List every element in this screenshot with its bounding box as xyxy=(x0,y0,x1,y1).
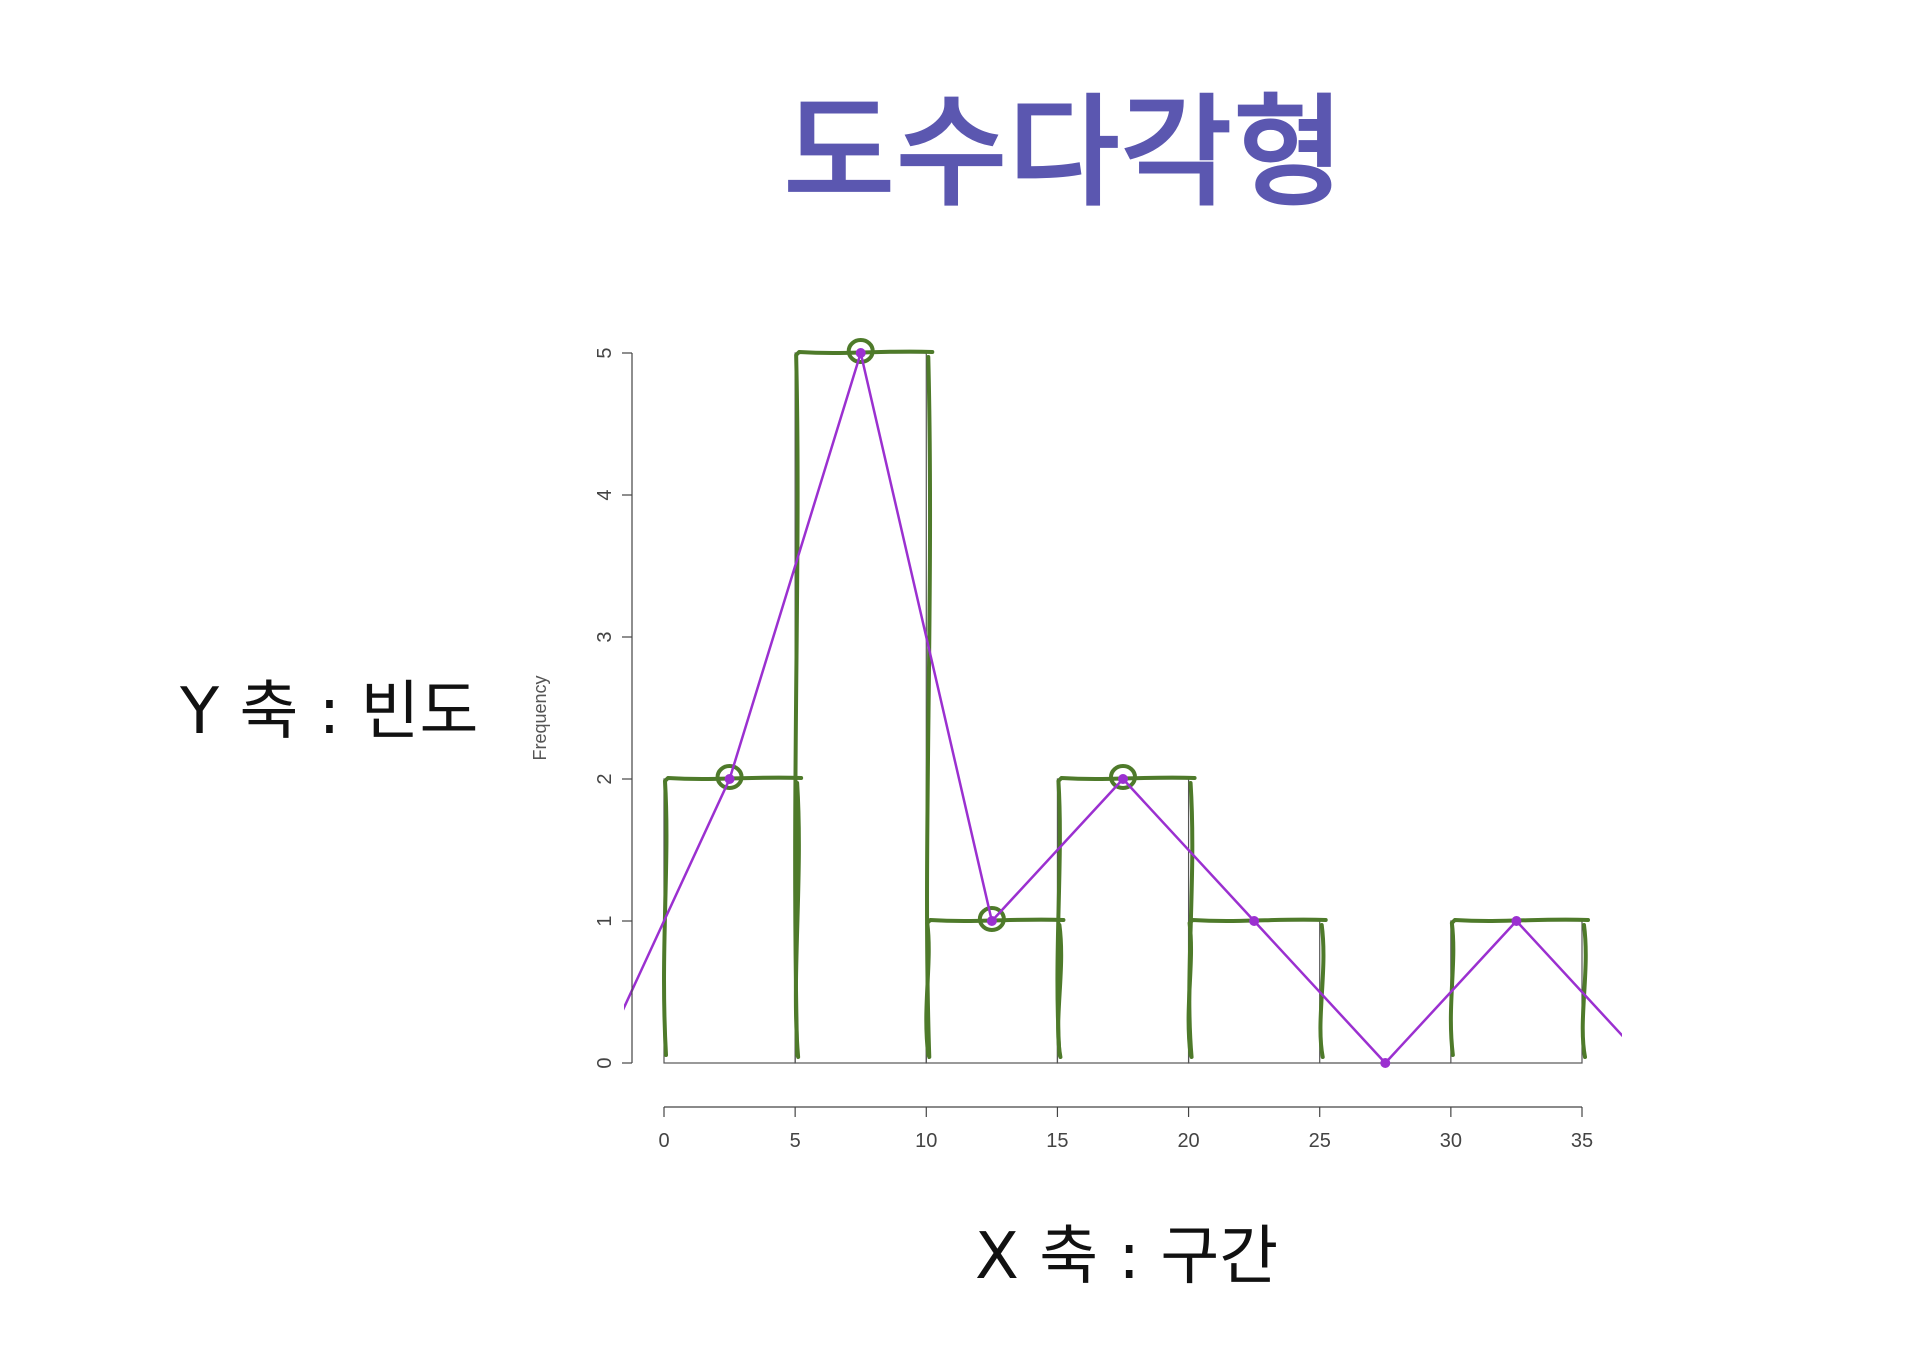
annotation-stroke xyxy=(924,917,1066,1059)
annotation-circle xyxy=(1109,764,1137,790)
polygon-point xyxy=(1380,1058,1391,1068)
y-axis-caption: Y 축 : 빈도 xyxy=(180,675,479,749)
polygon-point xyxy=(1118,774,1128,784)
frequency-polygon xyxy=(624,348,1622,1068)
x-tick-label: 20 xyxy=(1177,1130,1199,1152)
x-tick-label: 25 xyxy=(1309,1130,1331,1152)
y-tick-label: 0 xyxy=(594,1057,616,1068)
histogram-bar xyxy=(925,920,1059,1064)
x-tick-label: 15 xyxy=(1046,1130,1068,1152)
annotation-stroke xyxy=(1055,775,1197,1059)
polygon-point xyxy=(855,348,866,358)
annotation-stroke xyxy=(662,775,804,1059)
x-tick-label: 10 xyxy=(915,1130,937,1152)
histogram-bar xyxy=(1056,778,1190,1064)
polygon-point xyxy=(986,916,997,926)
annotation-stroke xyxy=(1448,917,1590,1059)
x-tick-label: 35 xyxy=(1571,1130,1593,1152)
x-tick-label: 30 xyxy=(1440,1130,1462,1152)
histogram-bar xyxy=(1450,920,1583,1064)
slide-title: 도수다각형 xyxy=(784,84,1346,223)
polygon-point xyxy=(1249,916,1260,926)
histogram-bar xyxy=(1187,920,1321,1064)
x-tick-label: 0 xyxy=(658,1130,669,1152)
y-tick-label: 5 xyxy=(594,347,616,358)
polygon-point xyxy=(1511,916,1522,926)
y-axis-title: Frequency xyxy=(530,675,550,760)
annotation-circle xyxy=(846,338,875,364)
polygon-line xyxy=(624,348,1622,1065)
histogram-bars xyxy=(663,352,1583,1064)
x-axis-caption: X 축 : 구간 xyxy=(975,1220,1279,1294)
y-tick-label: 3 xyxy=(594,631,616,642)
annotation-stroke xyxy=(793,349,935,1059)
annotation-circle xyxy=(715,764,744,790)
histogram-bar xyxy=(663,778,796,1064)
x-tick-label: 5 xyxy=(790,1130,801,1152)
y-tick-label: 4 xyxy=(594,489,616,500)
histogram-bar xyxy=(794,352,927,1064)
y-tick-label: 1 xyxy=(594,915,616,926)
y-tick-label: 2 xyxy=(594,773,616,784)
chart-axes: 0 5 10 15 20 25 30 35 0 1 2 3 4 5 Frequency xyxy=(530,347,1593,1152)
annotation-circle xyxy=(977,906,1006,932)
polygon-point xyxy=(724,774,735,784)
annotation-stroke xyxy=(1186,917,1328,1059)
green-annotation-strokes xyxy=(662,338,1590,1059)
